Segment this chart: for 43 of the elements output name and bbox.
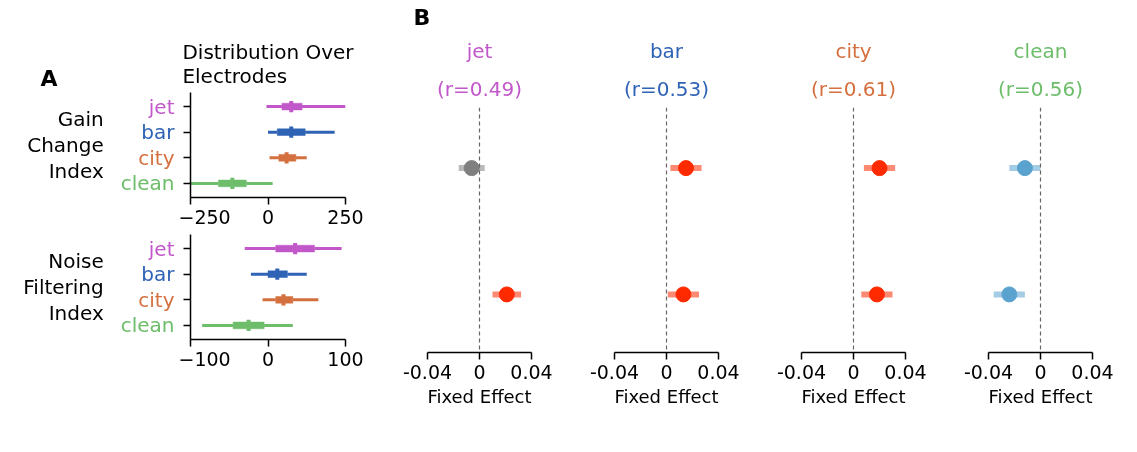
chart-subtitle: (r=0.49) (436, 76, 523, 101)
x-axis-title: Fixed Effect (988, 385, 1093, 407)
x-tick-label: 0 (261, 347, 275, 370)
x-tick-label: 0.04 (1071, 360, 1114, 383)
x-tick-label: 0.04 (884, 360, 927, 383)
y-tick-label: jet (147, 94, 175, 119)
chart-subtitle: (r=0.53) (623, 76, 710, 101)
y-tick-label: city (138, 145, 175, 170)
x-tick-label: -0.04 (776, 360, 827, 383)
x-tick-label: 0 (261, 205, 275, 228)
y-tick-label: clean (120, 313, 175, 338)
x-tick-label: 0 (1034, 360, 1047, 383)
chart-title: clean (1013, 38, 1068, 63)
x-tick-label: 0.04 (697, 360, 740, 383)
text: B (413, 4, 431, 30)
x-tick-label: 100 (327, 347, 364, 370)
x-axis-title: Fixed Effect (614, 385, 719, 407)
chart-title: jet (465, 38, 493, 63)
x-tick-label: 0 (660, 360, 673, 383)
x-axis-title: Fixed Effect (427, 385, 532, 407)
x-axis-title: Fixed Effect (801, 385, 906, 407)
chart-subtitle: (r=0.56) (997, 76, 1084, 101)
x-tick-label: -0.04 (963, 360, 1014, 383)
chart-title: city (835, 38, 872, 63)
x-tick-label: -0.04 (402, 360, 453, 383)
chart-title: bar (649, 38, 684, 63)
y-axis-title: Noise Filtering Index (23, 249, 104, 325)
x-tick-label: 0 (473, 360, 486, 383)
y-tick-label: clean (120, 171, 175, 196)
x-tick-label: −250 (178, 205, 231, 228)
y-axis-title: Gain Change Index (27, 107, 104, 183)
chart-title: Distribution Over Electrodes (182, 39, 355, 88)
y-tick-label: city (138, 287, 175, 312)
y-tick-label: bar (141, 262, 176, 287)
chart-subtitle: (r=0.61) (810, 76, 897, 101)
x-tick-label: 250 (327, 205, 364, 228)
y-tick-label: jet (147, 236, 175, 261)
x-tick-label: -0.04 (589, 360, 640, 383)
x-tick-label: 0.04 (510, 360, 553, 383)
y-tick-label: bar (141, 120, 176, 145)
text: A (40, 65, 58, 91)
x-tick-label: −100 (178, 347, 231, 370)
x-tick-label: 0 (847, 360, 860, 383)
